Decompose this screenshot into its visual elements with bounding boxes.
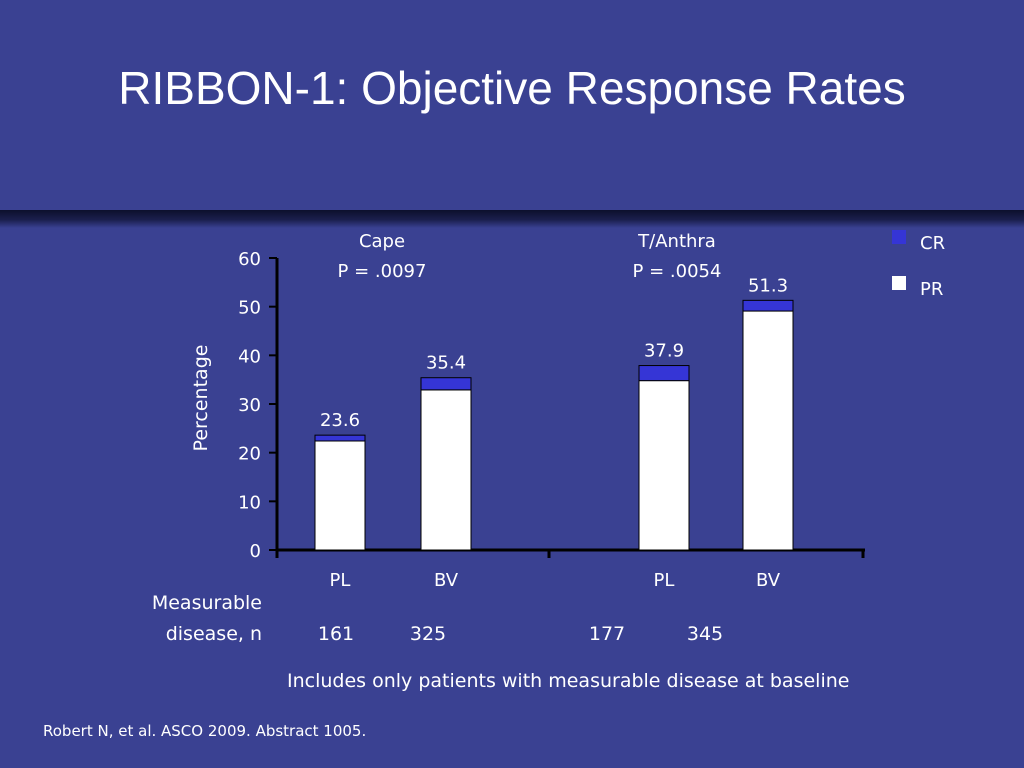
chart-bars: [314, 299, 794, 551]
y-tick-label: 50: [238, 298, 261, 319]
x-category-label: PL: [654, 570, 675, 591]
y-tick-label: 60: [238, 249, 261, 270]
n-value: 345: [687, 623, 723, 645]
n-row-label-line2: disease, n: [166, 623, 262, 645]
y-tick-label: 40: [238, 346, 261, 367]
legend-label: PR: [920, 279, 943, 300]
y-tick-label: 20: [238, 444, 261, 465]
bar-value-label: 23.6: [320, 410, 360, 431]
bar-cr-segment: [314, 434, 366, 442]
chart-labels: Cape P = .0097 23.6 PL 35.4 BV T/Anthra P = .00…: [152, 231, 788, 645]
bar-pr-segment: [638, 380, 690, 551]
measurable-disease-note: Includes only patients with measurable d…: [287, 670, 850, 692]
slide-title: RIBBON-1: Objective Response Rates: [118, 62, 906, 114]
x-category-label: BV: [434, 570, 459, 591]
y-tick-label: 30: [238, 395, 261, 416]
n-value: 325: [410, 623, 446, 645]
group-label: T/Anthra: [637, 231, 716, 252]
y-tick-label: 10: [238, 492, 261, 513]
bar-value-label: 35.4: [426, 353, 466, 374]
bar-pr-segment: [420, 389, 472, 551]
bar-pr-segment: [742, 310, 794, 551]
y-axis-label: Percentage: [190, 345, 212, 452]
n-value: 177: [589, 623, 625, 645]
x-category-label: PL: [330, 570, 351, 591]
legend-swatch: [892, 230, 906, 244]
bar-value-label: 51.3: [748, 275, 788, 296]
y-tick-label: 0: [250, 541, 261, 562]
legend-label: CR: [920, 233, 945, 254]
group-pvalue: P = .0097: [338, 261, 427, 282]
x-category-label: BV: [756, 570, 781, 591]
chart-legend: CR PR: [892, 230, 945, 300]
bar-value-label: 37.9: [644, 341, 684, 362]
source-citation: Robert N, et al. ASCO 2009. Abstract 100…: [43, 722, 367, 740]
bar-cr-segment: [638, 365, 690, 382]
group-pvalue: P = .0054: [633, 261, 722, 282]
bar-cr-segment: [420, 377, 472, 391]
group-label: Cape: [359, 231, 405, 252]
bar-pr-segment: [314, 440, 366, 551]
legend-swatch: [892, 276, 906, 290]
n-value: 161: [318, 623, 354, 645]
n-row-label-line1: Measurable: [152, 592, 262, 614]
title-divider: [0, 210, 1024, 228]
bar-cr-segment: [742, 299, 794, 312]
